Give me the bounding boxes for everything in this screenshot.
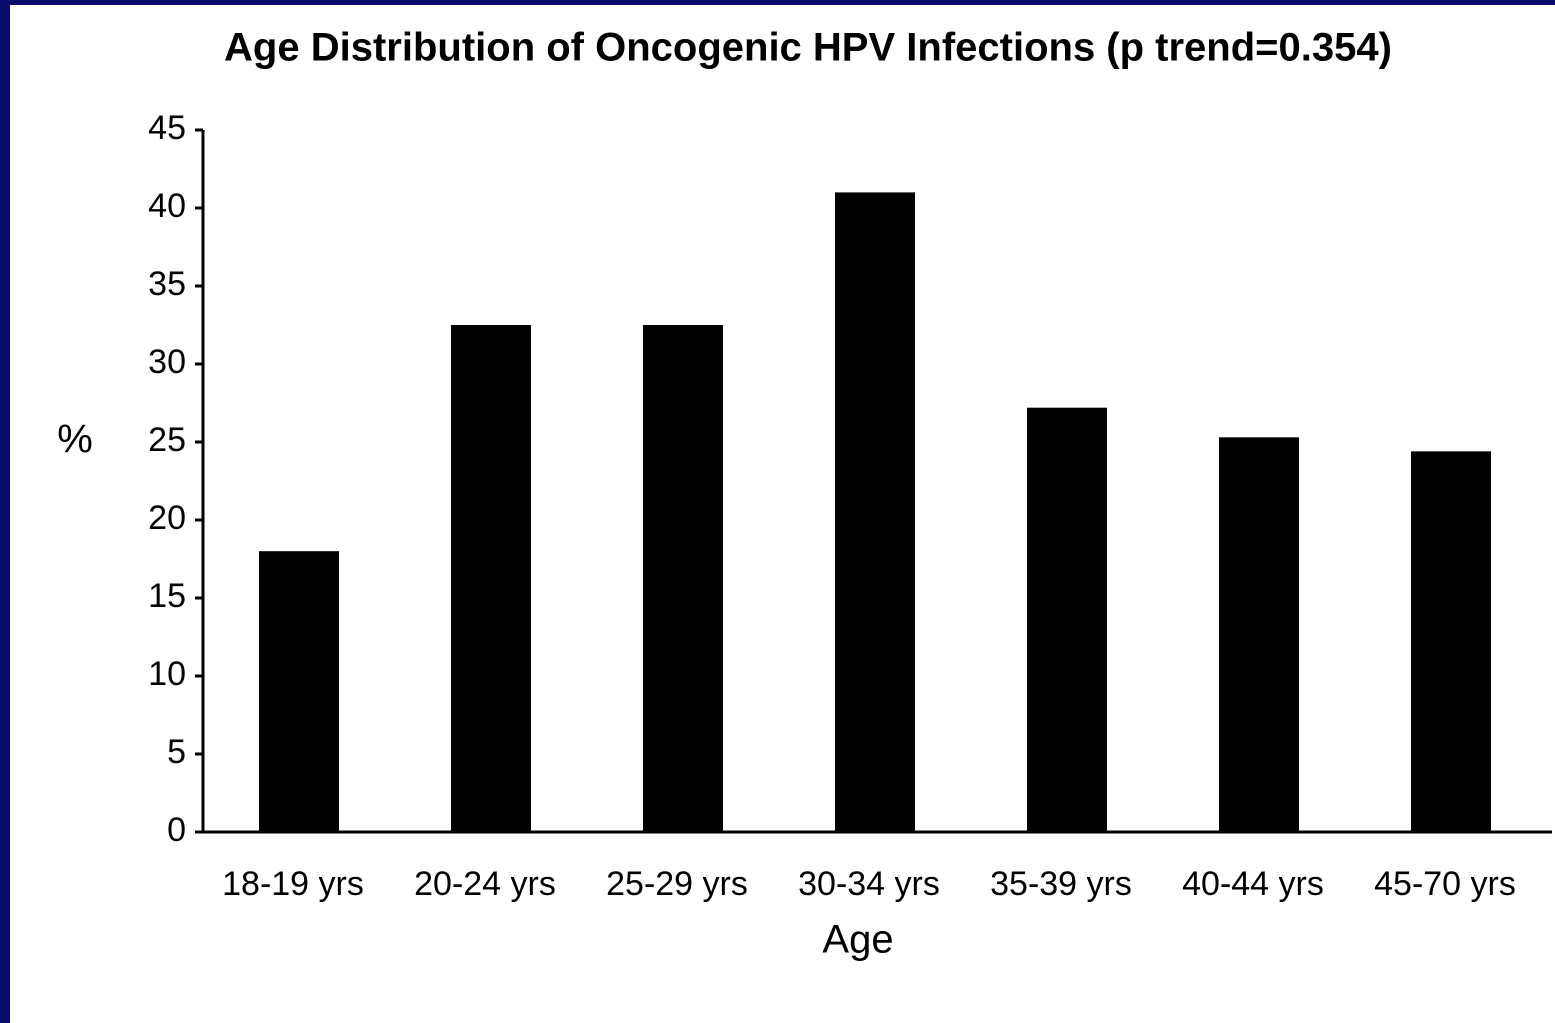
- y-tick-label: 35: [148, 265, 186, 303]
- chart-title: Age Distribution of Oncogenic HPV Infect…: [224, 26, 1392, 70]
- y-tick-label: 25: [148, 421, 186, 459]
- y-tick-label: 15: [148, 577, 186, 615]
- y-axis-label: %: [57, 418, 93, 462]
- bar: [1411, 451, 1491, 832]
- bar: [259, 551, 339, 832]
- bar: [1027, 407, 1107, 832]
- y-tick-label: 0: [167, 811, 186, 849]
- x-tick-label: 20-24 yrs: [414, 865, 556, 903]
- y-tick-label: 10: [148, 655, 186, 693]
- x-tick-label: 40-44 yrs: [1182, 865, 1324, 903]
- x-tick-label: 45-70 yrs: [1374, 865, 1516, 903]
- y-tick-label: 45: [148, 109, 186, 147]
- x-tick-label: 25-29 yrs: [606, 865, 748, 903]
- x-axis-label: Age: [822, 918, 893, 962]
- y-tick-label: 40: [148, 187, 186, 225]
- y-tick-label: 30: [148, 343, 186, 381]
- bar: [835, 192, 915, 832]
- x-tick-label: 30-34 yrs: [798, 865, 940, 903]
- y-tick-label: 20: [148, 499, 186, 537]
- y-tick-label: 5: [167, 733, 186, 771]
- bar: [451, 325, 531, 832]
- x-tick-label: 18-19 yrs: [222, 865, 364, 903]
- bar: [1219, 437, 1299, 832]
- x-tick-label: 35-39 yrs: [990, 865, 1132, 903]
- bar: [643, 325, 723, 832]
